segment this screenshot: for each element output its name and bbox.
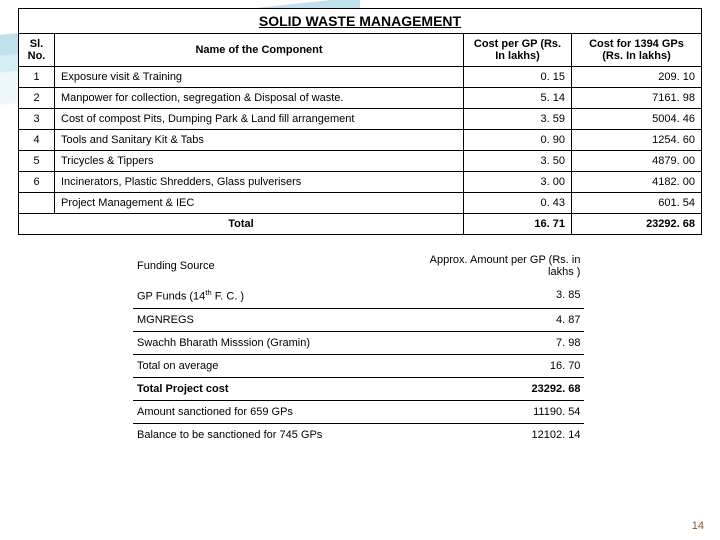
funding-value: 16. 70 [409,354,584,377]
funding-row: MGNREGS4. 87 [133,308,584,331]
header-gp: Cost per GP (Rs. In lakhs) [464,34,572,67]
table-row: 4Tools and Sanitary Kit & Tabs0. 901254.… [19,130,702,151]
funding-row: Swachh Bharath Misssion (Gramin)7. 98 [133,331,584,354]
cell-gp: 0. 15 [464,67,572,88]
page: SOLID WASTE MANAGEMENT Sl. No. Name of t… [0,0,720,446]
cell-name: Cost of compost Pits, Dumping Park & Lan… [55,109,464,130]
funding-value: 23292. 68 [409,377,584,400]
total-gp: 16. 71 [464,214,572,235]
cell-gp: 0. 90 [464,130,572,151]
funding-table: Funding Source Approx. Amount per GP (Rs… [133,249,584,446]
cell-gp: 3. 00 [464,172,572,193]
total-total: 23292. 68 [572,214,702,235]
funding-header-row: Funding Source Approx. Amount per GP (Rs… [133,249,584,283]
funding-value: 3. 85 [409,283,584,308]
cell-gp: 3. 50 [464,151,572,172]
cell-name: Tricycles & Tippers [55,151,464,172]
funding-value: 11190. 54 [409,400,584,423]
page-number: 14 [692,520,704,532]
cell-sl [19,193,55,214]
cell-total: 4182. 00 [572,172,702,193]
cell-name: Manpower for collection, segregation & D… [55,88,464,109]
funding-label: Balance to be sanctioned for 745 GPs [133,423,409,446]
cell-name: Tools and Sanitary Kit & Tabs [55,130,464,151]
cell-sl: 5 [19,151,55,172]
cell-total: 209. 10 [572,67,702,88]
funding-value: 4. 87 [409,308,584,331]
funding-row: Balance to be sanctioned for 745 GPs1210… [133,423,584,446]
header-total: Cost for 1394 GPs (Rs. In lakhs) [572,34,702,67]
table-row: 3Cost of compost Pits, Dumping Park & La… [19,109,702,130]
cell-gp: 3. 59 [464,109,572,130]
cell-sl: 3 [19,109,55,130]
cell-sl: 6 [19,172,55,193]
funding-row: GP Funds (14th F. C. )3. 85 [133,283,584,308]
cell-sl: 4 [19,130,55,151]
cell-name: Exposure visit & Training [55,67,464,88]
table-row: Project Management & IEC0. 43601. 54 [19,193,702,214]
table-row: 2Manpower for collection, segregation & … [19,88,702,109]
cell-total: 7161. 98 [572,88,702,109]
components-table: SOLID WASTE MANAGEMENT Sl. No. Name of t… [18,8,702,235]
table-header-row: Sl. No. Name of the Component Cost per G… [19,34,702,67]
cell-sl: 1 [19,67,55,88]
cell-total: 601. 54 [572,193,702,214]
funding-label: Total Project cost [133,377,409,400]
funding-value: 12102. 14 [409,423,584,446]
table-row: 6Incinerators, Plastic Shredders, Glass … [19,172,702,193]
cell-sl: 2 [19,88,55,109]
funding-value: 7. 98 [409,331,584,354]
cell-name: Project Management & IEC [55,193,464,214]
cell-total: 5004. 46 [572,109,702,130]
table-total-row: Total 16. 71 23292. 68 [19,214,702,235]
cell-gp: 5. 14 [464,88,572,109]
cell-total: 4879. 00 [572,151,702,172]
funding-row: Amount sanctioned for 659 GPs11190. 54 [133,400,584,423]
header-name: Name of the Component [55,34,464,67]
funding-label: Amount sanctioned for 659 GPs [133,400,409,423]
funding-header-src: Funding Source [133,249,409,283]
funding-label: Total on average [133,354,409,377]
cell-gp: 0. 43 [464,193,572,214]
funding-row: Total on average16. 70 [133,354,584,377]
funding-label: Swachh Bharath Misssion (Gramin) [133,331,409,354]
funding-header-amt: Approx. Amount per GP (Rs. in lakhs ) [409,249,584,283]
table-row: 5Tricycles & Tippers3. 504879. 00 [19,151,702,172]
cell-name: Incinerators, Plastic Shredders, Glass p… [55,172,464,193]
table-row: 1Exposure visit & Training0. 15209. 10 [19,67,702,88]
cell-total: 1254. 60 [572,130,702,151]
funding-row: Total Project cost23292. 68 [133,377,584,400]
table-title-row: SOLID WASTE MANAGEMENT [19,9,702,34]
header-sl: Sl. No. [19,34,55,67]
funding-label: GP Funds (14th F. C. ) [133,283,409,308]
total-label: Total [19,214,464,235]
funding-label: MGNREGS [133,308,409,331]
page-title: SOLID WASTE MANAGEMENT [19,9,702,34]
